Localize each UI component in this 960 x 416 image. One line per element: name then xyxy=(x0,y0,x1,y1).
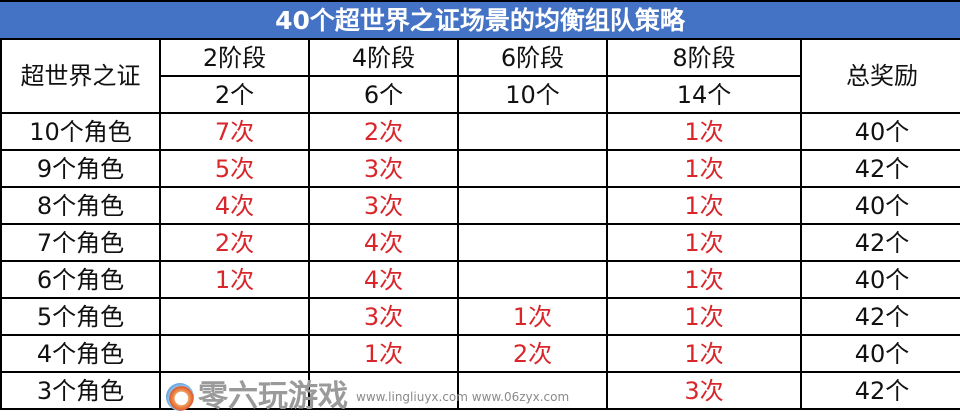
count-cell: 2次 xyxy=(308,112,459,151)
count-cell xyxy=(308,371,459,410)
header-count: 2个 xyxy=(159,75,310,114)
count-cell: 1次 xyxy=(606,223,802,262)
count-cell xyxy=(457,186,608,225)
count-cell: 1次 xyxy=(606,186,802,225)
count-cell: 3次 xyxy=(308,297,459,336)
header-stage: 8阶段 xyxy=(606,38,802,77)
total-cell: 40个 xyxy=(800,186,960,225)
count-cell: 3次 xyxy=(606,371,802,410)
row-label: 3个角色 xyxy=(0,371,161,410)
count-cell xyxy=(159,334,310,373)
table-row: 9个角色 5次 3次 1次 42个 xyxy=(0,149,960,188)
count-cell xyxy=(457,223,608,262)
total-cell: 42个 xyxy=(800,149,960,188)
header-row-stages: 超世界之证 2阶段 4阶段 6阶段 8阶段 总奖励 xyxy=(0,38,960,114)
count-cell: 3次 xyxy=(308,149,459,188)
table-row: 10个角色 7次 2次 1次 40个 xyxy=(0,112,960,151)
table-row: 5个角色 3次 1次 1次 42个 xyxy=(0,297,960,336)
count-cell: 4次 xyxy=(159,186,310,225)
count-cell: 2次 xyxy=(159,223,310,262)
total-cell: 40个 xyxy=(800,260,960,299)
header-count: 10个 xyxy=(457,75,608,114)
total-cell: 40个 xyxy=(800,112,960,151)
header-stage: 6阶段 xyxy=(457,38,608,77)
count-cell xyxy=(457,112,608,151)
row-label: 9个角色 xyxy=(0,149,161,188)
total-cell: 42个 xyxy=(800,371,960,410)
count-cell: 4次 xyxy=(308,223,459,262)
count-cell: 1次 xyxy=(159,260,310,299)
count-cell: 4次 xyxy=(308,260,459,299)
count-cell: 7次 xyxy=(159,112,310,151)
count-cell: 3次 xyxy=(308,186,459,225)
header-corner: 超世界之证 xyxy=(0,38,161,114)
table-row: 4个角色 1次 2次 1次 40个 xyxy=(0,334,960,373)
count-cell: 1次 xyxy=(457,297,608,336)
table-row: 6个角色 1次 4次 1次 40个 xyxy=(0,260,960,299)
row-label: 7个角色 xyxy=(0,223,161,262)
count-cell: 1次 xyxy=(308,334,459,373)
count-cell: 1次 xyxy=(606,260,802,299)
count-cell xyxy=(457,260,608,299)
row-label: 10个角色 xyxy=(0,112,161,151)
count-cell xyxy=(159,297,310,336)
row-label: 8个角色 xyxy=(0,186,161,225)
count-cell: 1次 xyxy=(606,112,802,151)
strategy-table: 超世界之证 2阶段 4阶段 6阶段 8阶段 总奖励 2个 6个 10个 14个 … xyxy=(0,38,960,410)
total-cell: 40个 xyxy=(800,334,960,373)
count-cell: 5次 xyxy=(159,149,310,188)
count-cell: 1次 xyxy=(606,334,802,373)
count-cell xyxy=(457,149,608,188)
header-stage: 4阶段 xyxy=(308,38,459,77)
table-title: 40个超世界之证场景的均衡组队策略 xyxy=(0,0,960,38)
count-cell xyxy=(457,371,608,410)
header-row-counts: 2个 6个 10个 14个 xyxy=(1,75,960,114)
count-cell xyxy=(159,371,310,410)
total-cell: 42个 xyxy=(800,297,960,336)
count-cell: 2次 xyxy=(457,334,608,373)
header-total: 总奖励 xyxy=(800,38,960,114)
count-cell: 1次 xyxy=(606,297,802,336)
row-label: 6个角色 xyxy=(0,260,161,299)
header-stage: 2阶段 xyxy=(159,38,310,77)
header-count: 14个 xyxy=(606,75,802,114)
total-cell: 42个 xyxy=(800,223,960,262)
count-cell: 1次 xyxy=(606,149,802,188)
header-count: 6个 xyxy=(308,75,459,114)
table-row: 8个角色 4次 3次 1次 40个 xyxy=(0,186,960,225)
row-label: 4个角色 xyxy=(0,334,161,373)
row-label: 5个角色 xyxy=(0,297,161,336)
table-row: 7个角色 2次 4次 1次 42个 xyxy=(0,223,960,262)
table-row: 3个角色 3次 42个 xyxy=(0,371,960,410)
